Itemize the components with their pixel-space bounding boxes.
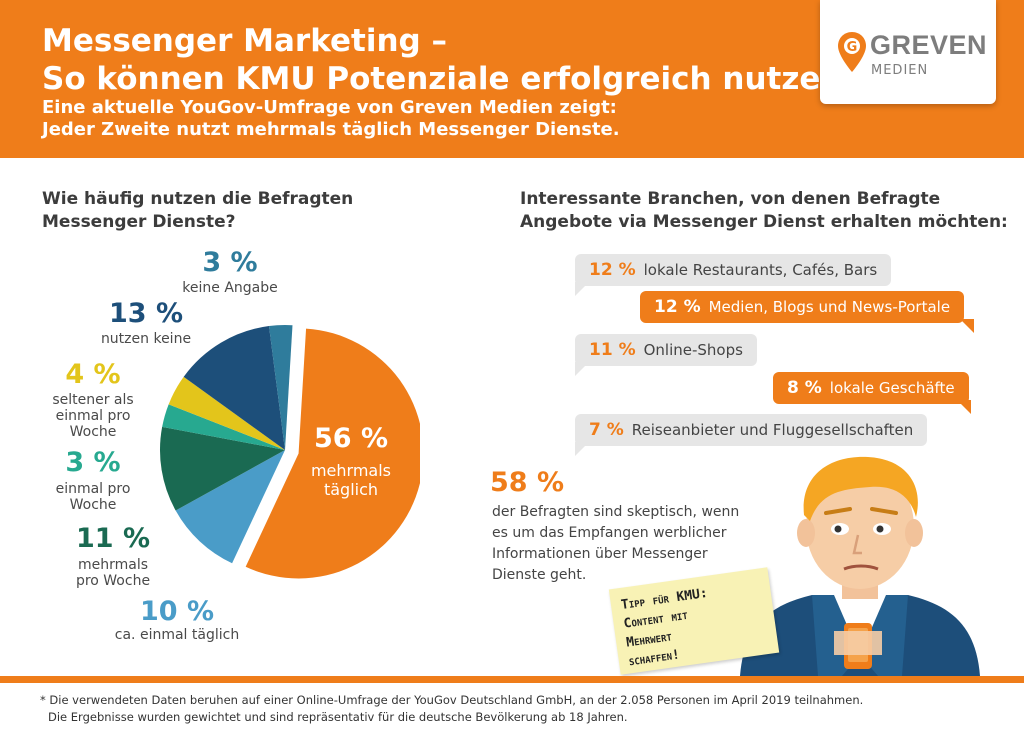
skeptic-line: Dienste geht. <box>492 567 587 583</box>
pie-label-pct-seltener: 4 % <box>65 359 121 390</box>
label-line: einmal pro <box>55 408 131 424</box>
pie-slice-einmal-pro-woche <box>162 404 285 450</box>
mouth <box>843 564 879 571</box>
logo-letter: G <box>847 40 858 55</box>
pie-section-title: Wie häufig nutzen die Befragten Messenge… <box>42 188 353 234</box>
branchen-section-title: Interessante Branchen, von denen Befragt… <box>520 188 1008 234</box>
pupil-right <box>876 525 884 533</box>
label-line: täglich <box>323 480 379 499</box>
pie-label-nutzen-keine: nutzen keine <box>100 331 192 347</box>
eyebrow-left <box>824 507 852 515</box>
pie-label-einmal-woche: einmal pro Woche <box>38 481 148 513</box>
bubble-pct: 12 % <box>654 297 701 317</box>
pie-chart <box>160 325 420 579</box>
pie-label-pct-nutzen-keine: 13 % <box>108 298 184 329</box>
footnote-line-2: Die Ergebnisse wurden gewichtet und sind… <box>48 710 628 724</box>
pie-slice-keine-angabe <box>268 325 293 450</box>
label-line: mehrmals <box>77 557 149 573</box>
skeptic-text: der Befragten sind skeptisch, wenn es um… <box>492 502 782 586</box>
title-line-2: So können KMU Potenziale erfolgreich nut… <box>42 61 843 97</box>
pie-slice-mehrmals-pro-woche <box>160 426 285 511</box>
pie-label-einmal-taeglich: ca. einmal täglich <box>114 627 240 643</box>
person-illustration <box>740 456 980 676</box>
bubble-tail <box>575 362 589 376</box>
label-line: einmal pro <box>55 481 131 497</box>
bubble-tail <box>960 319 974 333</box>
subtitle-line-1: Eine aktuelle YouGov-Umfrage von Greven … <box>42 97 617 118</box>
bubble-tail <box>575 282 589 296</box>
hands <box>834 631 882 655</box>
nose <box>852 534 862 555</box>
face <box>806 465 914 589</box>
bubble-label: lokale Restaurants, Cafés, Bars <box>643 261 878 279</box>
page-title: Messenger Marketing – So können KMU Pote… <box>42 22 843 98</box>
bubble-pct: 7 % <box>589 420 624 440</box>
pie-label-pct-keine-angabe: 3 % <box>202 247 258 278</box>
location-pin-icon: G <box>838 32 866 72</box>
greven-logo: G GREVEN MEDIEN <box>820 0 996 104</box>
bubble-label: Medien, Blogs und News-Portale <box>708 298 951 316</box>
bubble-label: Online-Shops <box>643 341 743 359</box>
pie-label-keine-angabe: keine Angabe <box>182 280 278 296</box>
bubble-reiseanbieter: 7 % Reiseanbieter und Fluggesellschaften <box>575 414 928 446</box>
branchen-title-line-2: Angebote via Messenger Dienst erhalten m… <box>520 212 1008 232</box>
pie-label-seltener: seltener als einmal pro Woche <box>33 392 153 440</box>
bubble-pct: 12 % <box>589 260 636 280</box>
ear-right <box>905 519 923 547</box>
page-subtitle: Eine aktuelle YouGov-Umfrage von Greven … <box>42 97 620 141</box>
label-line: Woche <box>69 497 117 513</box>
label-line: seltener als <box>52 392 134 408</box>
skeptic-line: Informationen über Messenger <box>492 546 708 562</box>
label-line: mehrmals <box>310 461 392 480</box>
hair <box>803 456 918 521</box>
pie-label-mehrmals-woche: mehrmals pro Woche <box>53 557 173 589</box>
pie-label-pct-einmal-taeglich: 10 % <box>139 596 215 627</box>
bubble-online-shops: 11 % Online-Shops <box>575 334 757 366</box>
label-line: pro Woche <box>75 573 151 589</box>
pie-slice-ca-einmal-täglich <box>175 450 285 564</box>
pie-slice-nutzen-keine <box>183 326 285 450</box>
logo-name: GREVEN <box>870 30 988 60</box>
pie-label-pct-mehrmals-taeglich: 56 % <box>313 423 389 454</box>
bubble-tail <box>957 400 971 414</box>
skeptic-line: der Befragten sind skeptisch, wenn <box>492 504 740 520</box>
label-line: Woche <box>69 424 117 440</box>
bubble-lokale-geschaefte: 8 % lokale Geschäfte <box>773 372 969 404</box>
pie-label-pct-mehrmals-woche: 11 % <box>75 523 151 554</box>
pie-label-mehrmals-taeglich: mehrmals täglich <box>296 461 406 499</box>
pie-slice-mehrmals-täglich <box>245 328 420 579</box>
eyebrow-right <box>870 507 898 515</box>
header-banner: Messenger Marketing – So können KMU Pote… <box>0 0 1024 158</box>
bubble-label: lokale Geschäfte <box>829 379 955 397</box>
footnote: * Die verwendeten Daten beruhen auf eine… <box>40 692 863 726</box>
bubble-tail <box>575 442 589 456</box>
bubble-pct: 8 % <box>787 378 822 398</box>
title-line-1: Messenger Marketing – <box>42 23 448 59</box>
pie-title-line-2: Messenger Dienste? <box>42 212 236 232</box>
bubble-restaurants: 12 % lokale Restaurants, Cafés, Bars <box>575 254 892 286</box>
pie-slice-seltener-als-einmal-pro-woche <box>168 376 285 450</box>
skeptic-percentage: 58 % <box>490 467 565 498</box>
pie-label-pct-einmal-woche: 3 % <box>65 447 121 478</box>
bubble-medien: 12 % Medien, Blogs und News-Portale <box>640 291 965 323</box>
pupil-left <box>834 525 842 533</box>
subtitle-line-2: Jeder Zweite nutzt mehrmals täglich Mess… <box>42 119 620 140</box>
branchen-title-line-1: Interessante Branchen, von denen Befragt… <box>520 189 941 209</box>
ear-left <box>797 519 815 547</box>
bubble-pct: 11 % <box>589 340 636 360</box>
skeptic-line: es um das Empfangen werblicher <box>492 525 727 541</box>
footnote-line-1: * Die verwendeten Daten beruhen auf eine… <box>40 693 864 707</box>
footer-divider <box>0 676 1024 683</box>
pie-title-line-1: Wie häufig nutzen die Befragten <box>42 189 354 209</box>
bubble-label: Reiseanbieter und Fluggesellschaften <box>631 421 914 439</box>
logo-subname: MEDIEN <box>871 63 929 78</box>
